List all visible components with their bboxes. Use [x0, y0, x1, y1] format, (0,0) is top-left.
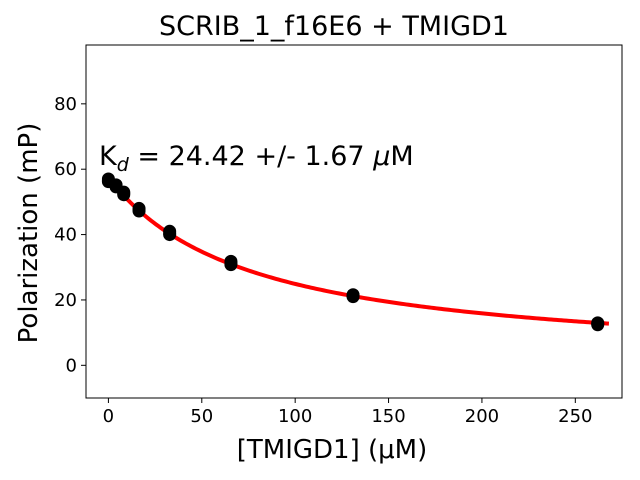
data-point	[117, 186, 131, 200]
y-axis-title: Polarization (mP)	[14, 123, 44, 344]
data-point	[224, 256, 238, 270]
x-tick-label: 150	[371, 406, 405, 427]
kd-annotation: Kd = 24.42 +/- 1.67 μM	[99, 141, 414, 176]
x-tick-label: 250	[558, 406, 592, 427]
x-tick-label: 100	[278, 406, 312, 427]
y-tick-label: 20	[54, 290, 77, 311]
y-axis: 0 20 40 60 80	[54, 94, 86, 376]
plot-frame	[85, 44, 623, 399]
kd-subscript: d	[117, 154, 130, 176]
y-tick-label: 60	[54, 159, 77, 180]
fit-curve	[106, 176, 610, 326]
data-point	[346, 289, 360, 303]
data-point	[132, 203, 146, 217]
x-axis-title: [TMIGD1] (μM)	[237, 435, 428, 465]
x-axis: 0 50 100 150 200 250	[103, 398, 592, 427]
chart-title: SCRIB_1_f16E6 + TMIGD1	[159, 11, 509, 42]
data-point	[591, 317, 605, 331]
kd-value: = 24.42 +/- 1.67	[129, 141, 373, 172]
x-tick-label: 50	[190, 406, 213, 427]
data-point	[163, 226, 177, 240]
kd-unit-mu: μ	[372, 141, 390, 172]
plot-area	[101, 172, 610, 332]
kd-unit-rest: M	[390, 141, 413, 172]
x-tick-label: 0	[103, 406, 114, 427]
kd-symbol: K	[99, 141, 118, 172]
svg-text:Kd = 24.42 +/- 1.67 μM: Kd = 24.42 +/- 1.67 μM	[99, 141, 414, 176]
y-tick-label: 0	[66, 355, 77, 376]
y-tick-label: 80	[54, 94, 77, 115]
y-tick-label: 40	[54, 225, 77, 246]
x-tick-label: 200	[465, 406, 499, 427]
